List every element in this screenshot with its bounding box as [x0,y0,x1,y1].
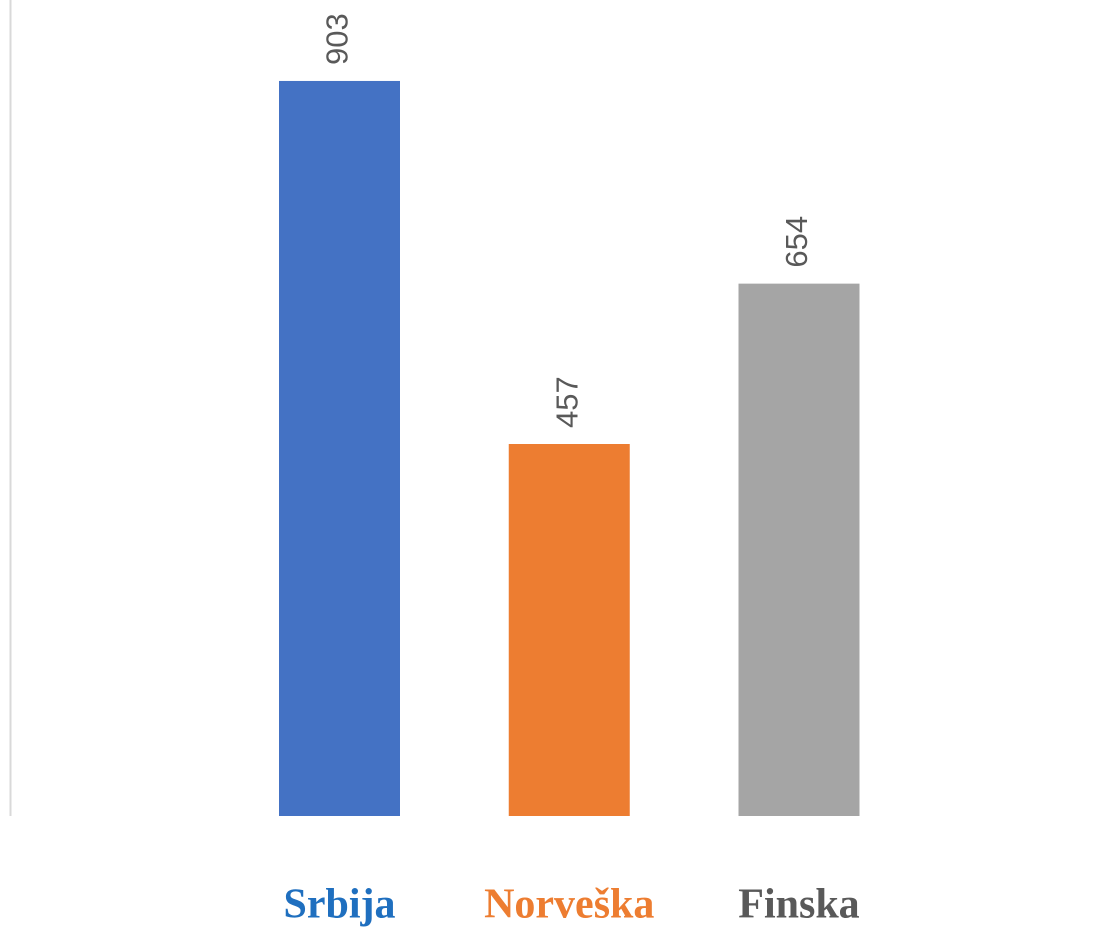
value-label: 654 [779,216,814,268]
x-tick-label: Srbija [283,882,395,928]
x-tick-label: Finska [738,882,859,928]
value-label: 457 [549,376,584,428]
bar [508,444,630,816]
x-tick-label: Norveška [484,882,654,928]
bar [279,80,400,816]
bar [738,283,860,816]
value-label: 903 [320,13,355,65]
